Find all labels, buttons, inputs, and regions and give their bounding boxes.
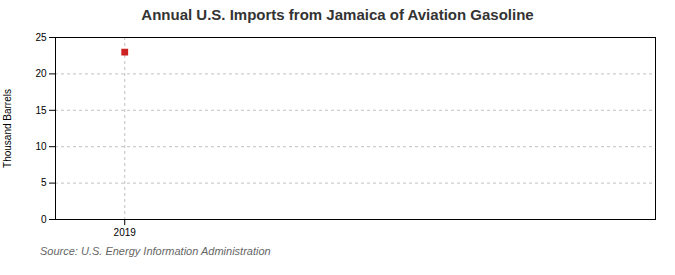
html-text:Annual U.S. Imports from Jamai: Annual U.S. Imports from Jamaica of Avia… xyxy=(141,6,534,23)
svg-text:0: 0 xyxy=(41,214,47,225)
svg-text:10: 10 xyxy=(35,141,47,152)
svg-text:20: 20 xyxy=(35,68,47,79)
svg-text:25: 25 xyxy=(35,32,47,43)
svg-text:5: 5 xyxy=(41,177,47,188)
svg-text:15: 15 xyxy=(35,105,47,116)
html-text:Source: U.S. Energy Informatio: Source: U.S. Energy Information Administ… xyxy=(40,245,271,257)
svg-text:Thousand Barrels: Thousand Barrels xyxy=(2,89,13,168)
svg-text:2019: 2019 xyxy=(114,227,137,238)
